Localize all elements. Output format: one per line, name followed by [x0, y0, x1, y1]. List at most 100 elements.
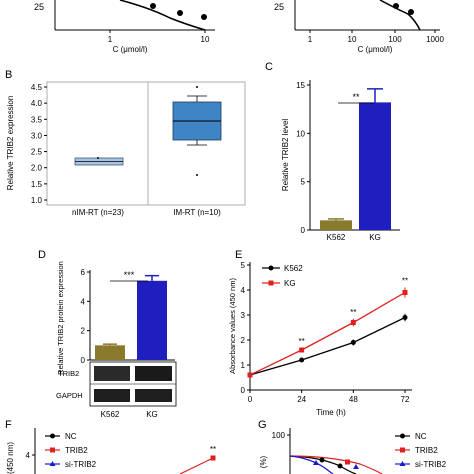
panel-c: C 0 5 10 15 ** Relative TRIB2 level K562 KG: [265, 61, 400, 242]
xtick-label: 48: [349, 395, 358, 404]
series-line-trib2: [289, 455, 383, 474]
ytick-label: 0: [241, 386, 246, 395]
ytick-label: 4: [81, 297, 86, 306]
ytick-label: 0: [81, 356, 86, 365]
legend-marker-si-trib2: [399, 461, 406, 466]
ytick-label: 6: [81, 268, 86, 277]
xtick-label: 24: [297, 395, 306, 404]
ytick-label: 10: [296, 129, 305, 138]
blot-label: TRIB2: [58, 369, 79, 378]
category-label: IM-RT (n=10): [173, 208, 221, 217]
ytick-25: 25: [34, 2, 44, 12]
legend-marker-nc: [400, 433, 405, 439]
legend-label: NC: [415, 432, 427, 441]
blot-band-trib2-k562: [94, 366, 130, 381]
panel-d: D 0 2 4 6 *** Relative TRIB2 protein expres…: [38, 249, 177, 419]
y-axis-label: (%): [259, 455, 268, 468]
data-point: [150, 3, 156, 9]
ytick-label: 4.0: [31, 99, 43, 108]
panel-g: G 100 (%) NC TRIB2 si-TRIB2: [258, 419, 447, 474]
category-label: K562: [327, 233, 346, 242]
ytick-label: 0: [301, 226, 306, 235]
x-ticks: 0 24 48 72: [248, 390, 410, 404]
ytick-25: 25: [274, 2, 284, 12]
data-point-kg: [402, 290, 408, 295]
legend: NC TRIB2 si-TRIB2: [45, 432, 97, 469]
y-axis-label: Relative TRIB2 protein expression: [56, 261, 65, 375]
legend-marker-k562: [268, 265, 274, 271]
ytick-label: 2.0: [31, 164, 43, 173]
data-point-k562: [402, 315, 408, 320]
outlier-point: [97, 157, 99, 159]
series: ** ** **: [247, 277, 408, 378]
series-line-k562: [249, 316, 406, 376]
significance-mark: **: [210, 445, 216, 454]
data-point: [408, 9, 414, 15]
category-label: KG: [369, 233, 381, 242]
category-label: KG: [146, 410, 158, 419]
legend: NC TRIB2 si-TRIB2: [395, 432, 447, 469]
ytick-label: 100: [272, 431, 286, 440]
xtick-label: 1: [308, 35, 313, 44]
panel-letter: G: [258, 419, 267, 431]
data-point-nc: [319, 457, 325, 463]
bar-k562: [320, 220, 352, 230]
x-axis-label: Time (h): [316, 408, 346, 417]
xtick-label: 0: [248, 395, 253, 404]
significance-mark: **: [350, 308, 356, 317]
outlier-point: [196, 174, 198, 176]
ytick-label: 1.0: [31, 196, 43, 205]
bar-kg: [359, 102, 391, 230]
legend: K562 KG: [262, 264, 303, 288]
bar-kg: [137, 280, 167, 360]
ytick-label: 1.5: [31, 180, 43, 189]
y-axis-label: (450 nm): [6, 442, 15, 474]
ytick-label: 1: [241, 361, 246, 370]
series-line-si-trib2: [289, 455, 334, 474]
legend-label: K562: [284, 264, 303, 273]
data-point-trib2: [210, 455, 216, 461]
panel-letter: F: [5, 419, 12, 431]
significance-mark: **: [352, 92, 360, 102]
legend-label: si-TRIB2: [415, 460, 447, 469]
bars: [95, 274, 167, 360]
ytick-label: 4.5: [31, 83, 43, 92]
bar-k562: [95, 345, 125, 360]
legend-marker-trib2: [400, 447, 405, 453]
xtick-label: 72: [401, 395, 410, 404]
blot-band-trib2-kg: [135, 366, 172, 381]
legend-label: TRIB2: [415, 446, 438, 455]
blot-band-gapdh-kg: [135, 389, 172, 402]
blot-label: GAPDH: [56, 391, 83, 400]
ytick-label: 4: [26, 451, 31, 460]
series-line-kg: [249, 291, 406, 376]
ytick-label: 2: [241, 336, 246, 345]
data-point: [201, 14, 207, 20]
panel-letter: E: [235, 249, 242, 261]
panel-letter: B: [5, 69, 12, 81]
panel-f: F 4 (450 nm) NC TRIB2 si-TRIB2 **: [5, 419, 216, 474]
data-point-k562: [299, 357, 305, 363]
category-label: K562: [101, 410, 120, 419]
y-ticks: 0 2 4 6: [81, 268, 90, 365]
data-point-kg: [247, 372, 253, 378]
panel-e: E 0 1 2 3 4 5 0 24 48 72 ** ** ** Absorbance value…: [228, 249, 412, 417]
data-point: [393, 3, 399, 9]
data-point-si-trib2: [313, 460, 319, 465]
data-point-k562: [350, 340, 356, 345]
ytick-label: 5: [241, 261, 246, 270]
plot-frame: [46, 81, 246, 206]
fit-curve: [379, 0, 421, 31]
ytick-label: 5: [301, 178, 306, 187]
ytick-label: 3.5: [31, 115, 43, 124]
significance-mark: **: [402, 277, 408, 286]
legend-label: TRIB2: [65, 446, 88, 455]
ytick-label: 4: [241, 286, 246, 295]
data-point-trib2: [345, 459, 350, 465]
xtick-label: 10: [201, 35, 210, 44]
data-point: [177, 10, 183, 16]
series-line-trib2: [179, 457, 214, 474]
panel-a-left: 25 1 10 C (μmol/l): [34, 0, 215, 54]
y-ticks: 0 5 10 15: [296, 81, 310, 235]
